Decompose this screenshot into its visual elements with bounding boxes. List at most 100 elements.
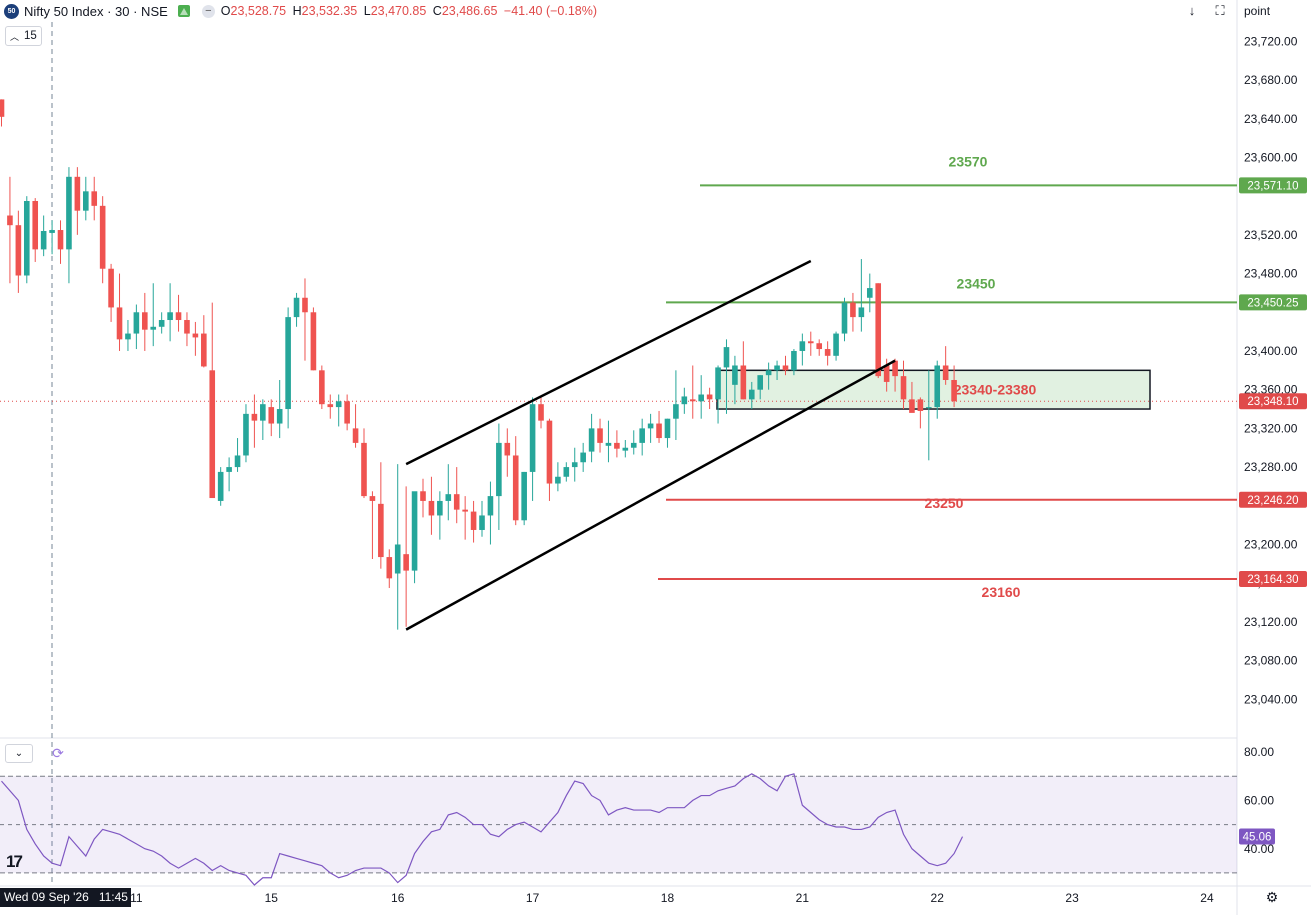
candle [673,370,679,440]
candle-body [260,404,266,421]
candle [23,196,30,284]
symbol-title[interactable]: Nifty 50 Index · 30 · NSE [24,3,168,19]
price-tick-label: 23,400.00 [1244,344,1298,358]
rsi-tick-label: 60.00 [1244,793,1274,807]
candle-body [428,500,435,516]
cursor-time: 11:45 [98,890,128,904]
candle [420,478,426,518]
open-label: O [220,4,231,18]
close-value: 23,486.65 [441,4,498,18]
candle [7,176,13,284]
candle [732,355,738,405]
candle-body [108,268,114,308]
candle [614,430,620,458]
candle-body [116,307,123,340]
candle [529,397,536,501]
candle [158,312,165,334]
candle [706,387,713,410]
high-value: 23,532.35 [301,4,358,18]
candle-body [858,307,865,318]
high-label: H [292,4,302,18]
candle-body [40,230,47,250]
candle-body [57,230,64,250]
candle-body [268,407,275,424]
candle [0,99,5,127]
candle-body [841,302,848,334]
candle [656,410,662,443]
channel-layer [405,259,896,631]
candle-body [209,370,216,499]
price-tick-label: 23,120.00 [1244,615,1298,629]
candle [740,341,747,400]
candle-body [656,423,662,439]
candle [57,220,64,264]
candle [496,423,502,530]
candle-body [740,365,747,400]
level-label: 23450 [957,275,996,291]
candle [445,464,452,521]
level-price-badge [1239,571,1307,588]
candle-body [394,544,401,574]
interval-badge[interactable]: ︿ 15 [5,26,42,46]
candle [243,404,249,463]
candle [951,365,957,408]
candle-body [681,396,688,405]
candle [142,292,148,351]
candle [453,467,460,524]
candle-body [175,312,182,321]
zone-label: 23340-23380 [954,382,1037,398]
time-tick-label: 15 [265,891,279,905]
refresh-icon[interactable]: ⟳ [52,745,64,761]
price-tick-label: 23,720.00 [1244,34,1298,48]
change-value: −41.40 (−0.18%) [503,4,598,18]
fullscreen-icon[interactable]: ⛶ [1215,3,1225,18]
candle-body [437,500,443,516]
candle-body [512,455,519,521]
candle-body [833,333,839,356]
candle [394,464,401,630]
candle-body [934,365,941,408]
indicator-collapse-button[interactable]: ⌄ [5,744,33,763]
time-tick-label: 22 [931,891,945,905]
candle [875,283,882,379]
candle-body [917,399,924,411]
time-tick-label: 21 [796,891,810,905]
candle [344,394,350,431]
candle-body [142,312,148,330]
candle-body [647,423,654,429]
candle [765,362,772,390]
candle [664,418,671,448]
candle-body [622,447,629,451]
candle-body [378,503,384,558]
low-label: L [363,4,371,18]
price-tick-label: 23,680.00 [1244,73,1298,87]
candle [487,481,494,545]
chevron-up-icon: ︿ [10,31,20,42]
tradingview-logo-icon[interactable]: 17 [6,852,23,871]
candle-body [673,404,679,419]
candle [335,394,342,427]
level-price-badge [1239,294,1307,311]
collapse-icon[interactable]: − [201,4,215,18]
price-unit-label[interactable]: point [1244,4,1271,18]
candle-body [23,201,30,276]
flag-icon[interactable] [177,5,190,17]
gear-icon[interactable]: ⚙ [1265,889,1279,905]
rsi-current-badge [1239,828,1275,845]
candle-body [15,225,22,276]
candle [209,302,216,499]
candle-body [555,476,561,484]
candle [546,418,553,501]
arrow-down-icon[interactable]: ↓ [1188,3,1196,18]
candle [285,307,291,429]
candle-body [243,413,249,456]
candle [310,307,317,371]
price-tick-label: 23,040.00 [1244,692,1298,706]
candle [15,210,22,293]
support-resistance-zone [716,369,1151,410]
candle-body [571,462,578,468]
levels-layer: 23570 23450 23250 23160 [658,153,1237,600]
candle [892,358,898,392]
price-tick-label: 23,280.00 [1244,460,1298,474]
